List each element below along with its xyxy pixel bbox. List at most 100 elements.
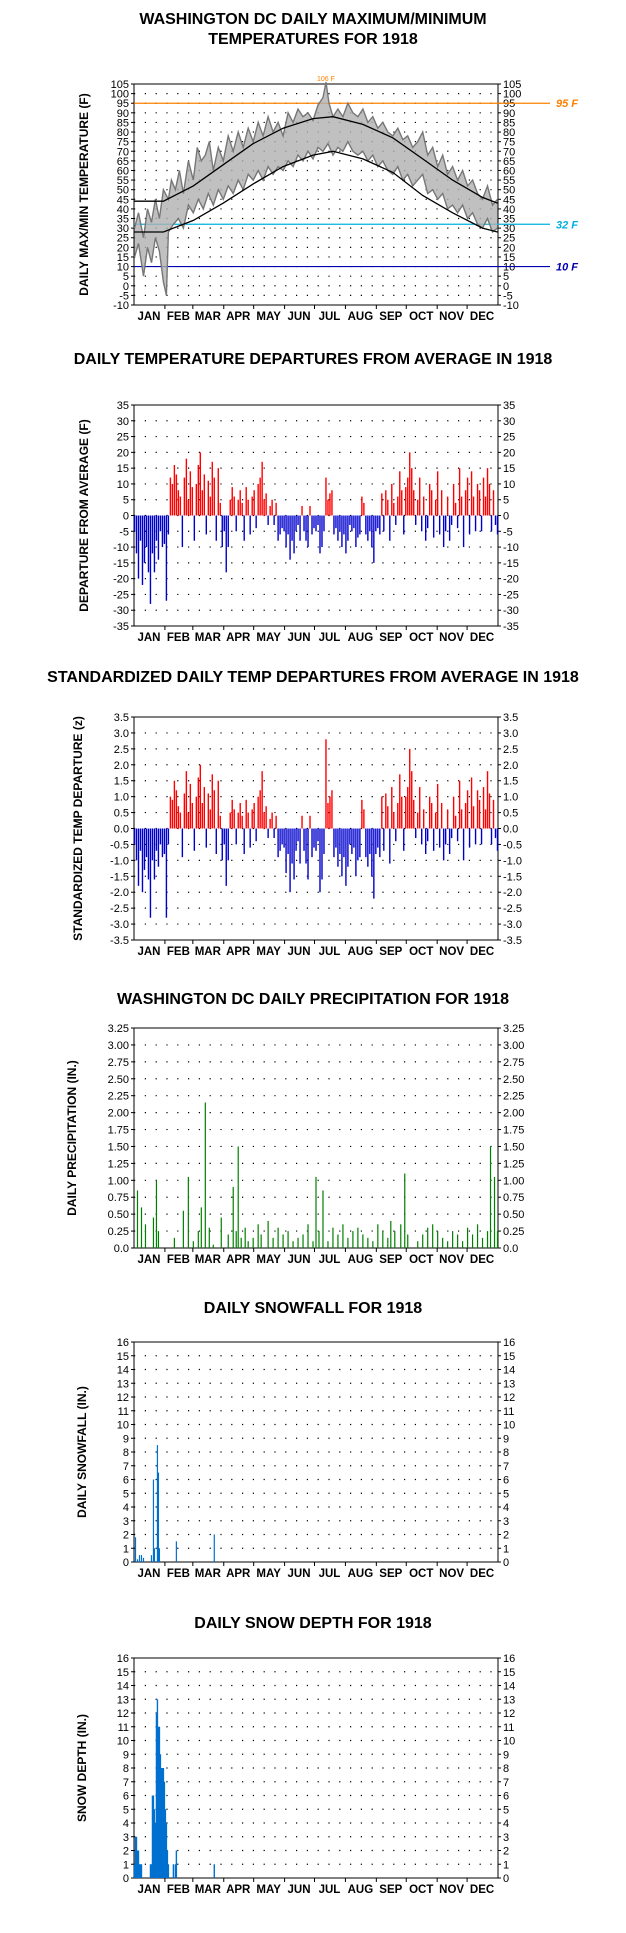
bar: [387, 806, 389, 829]
y-tick-label-right: 2.25: [503, 1091, 524, 1103]
bar: [395, 515, 397, 525]
bar: [407, 477, 409, 516]
bar: [255, 515, 257, 529]
bar: [470, 777, 473, 829]
y-tick-label-left: 55: [117, 175, 129, 187]
y-tick-label-left: 90: [117, 108, 129, 120]
y-tick-label-right: 100: [503, 89, 521, 101]
bar: [476, 1224, 479, 1248]
y-tick-label-left: 100: [111, 89, 129, 101]
bar: [292, 1241, 294, 1248]
bar: [460, 809, 463, 829]
month-label: NOV: [439, 311, 464, 323]
chart-title: WASHINGTON DC DAILY MAXIMUM/MINIMUM: [139, 11, 486, 28]
y-tick-label-right: 3: [503, 1516, 509, 1528]
y-tick-label-right: 4: [503, 1502, 509, 1514]
peak-annotation: 106 F: [317, 76, 335, 83]
bar: [413, 490, 415, 516]
bar: [345, 828, 347, 886]
bar: [341, 828, 343, 877]
month-label: OCT: [409, 311, 433, 323]
y-tick-label-right: -10: [503, 300, 519, 312]
y-tick-label-left: 3.0: [114, 728, 129, 740]
bar: [303, 515, 305, 532]
bar: [203, 787, 206, 829]
bar: [305, 515, 307, 541]
y-tick-label-left: 2.00: [108, 1108, 129, 1120]
bar: [458, 468, 461, 516]
bar: [399, 774, 401, 829]
y-tick-label-left: 14: [117, 1365, 129, 1377]
bar: [341, 515, 343, 548]
bar: [139, 515, 142, 541]
y-tick-label-left: 9: [123, 1749, 129, 1761]
y-tick-label-right: 2.0: [503, 760, 518, 772]
chart-title: DAILY SNOW DEPTH FOR 1918: [194, 1615, 431, 1632]
bar: [213, 477, 215, 516]
bar: [355, 515, 357, 548]
y-tick-label-left: 1.25: [108, 1158, 129, 1170]
bar: [263, 812, 265, 829]
bar: [307, 1224, 309, 1248]
y-tick-label-right: -10: [503, 542, 519, 554]
bar: [197, 1231, 199, 1248]
bar: [312, 1241, 314, 1248]
y-tick-label-right: -2.0: [503, 887, 522, 899]
bar: [273, 828, 275, 839]
month-label: OCT: [409, 1884, 433, 1896]
bar: [273, 515, 275, 525]
bar: [189, 471, 192, 516]
bar: [367, 515, 369, 541]
y-tick-label-right: 0.0: [503, 1243, 518, 1255]
y-tick-label-left: 15: [117, 252, 129, 264]
y-tick-label-left: 0.75: [108, 1192, 129, 1204]
bar: [307, 828, 309, 880]
bar: [331, 790, 333, 829]
bar: [175, 790, 178, 829]
bar: [442, 515, 445, 548]
bar: [143, 515, 146, 563]
bar: [291, 828, 293, 864]
bar: [153, 828, 156, 880]
y-tick-label-left: 2: [123, 1530, 129, 1542]
bar: [140, 1207, 143, 1248]
y-tick-label-right: 45: [503, 194, 515, 206]
y-tick-label-right: 55: [503, 175, 515, 187]
bar: [371, 828, 373, 877]
y-tick-label-left: 80: [117, 127, 129, 139]
bar: [293, 515, 295, 554]
bar: [389, 828, 391, 864]
month-label: JUN: [288, 311, 311, 323]
y-tick-label-left: -10: [113, 300, 129, 312]
bar: [322, 1190, 324, 1248]
bar: [164, 1809, 167, 1878]
y-tick-label-left: -2.5: [110, 903, 129, 915]
bar: [163, 515, 166, 544]
bar: [197, 777, 200, 829]
bar: [141, 828, 144, 893]
bar: [185, 771, 188, 829]
y-tick-label-right: 0.0: [503, 824, 518, 836]
y-tick-label-left: 1.50: [108, 1141, 129, 1153]
bar: [223, 828, 225, 845]
bar: [227, 828, 229, 861]
bar: [480, 515, 483, 532]
month-label: JUL: [319, 1254, 341, 1266]
month-label: JUL: [319, 1568, 341, 1580]
bar: [140, 1864, 143, 1878]
chart-title: TEMPERATURES FOR 1918: [208, 31, 418, 48]
bar: [167, 828, 170, 845]
y-tick-label-left: 20: [117, 242, 129, 254]
bar: [432, 515, 435, 538]
y-tick-label-left: 2: [123, 1846, 129, 1858]
month-label: NOV: [439, 946, 464, 958]
bar: [213, 1864, 215, 1878]
y-tick-label-right: 7: [503, 1461, 509, 1473]
bar: [207, 793, 209, 829]
month-label: AUG: [348, 311, 374, 323]
y-tick-label-left: 0.50: [108, 1209, 129, 1221]
y-tick-label-right: 16: [503, 1337, 515, 1349]
y-tick-label-right: 3.00: [503, 1040, 524, 1052]
month-label: OCT: [409, 632, 433, 644]
